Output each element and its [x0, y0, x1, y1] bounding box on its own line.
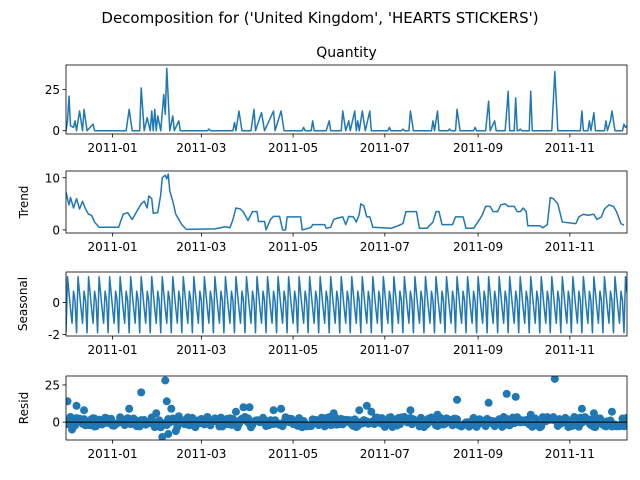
- resid-point: [125, 404, 134, 413]
- y-tick-label: 0: [52, 223, 60, 237]
- resid-point: [239, 403, 248, 412]
- subplot-title: Quantity: [316, 45, 377, 61]
- resid-point: [68, 425, 77, 434]
- axes-frame: [65, 64, 628, 135]
- x-tick-label: 2011-01: [88, 141, 138, 155]
- resid-point: [158, 433, 167, 440]
- x-tick-label: 2011-11: [545, 141, 595, 155]
- resid-point: [164, 430, 173, 439]
- resid-point: [137, 388, 146, 397]
- resid-point: [72, 401, 81, 410]
- x-tick-label: 2011-09: [453, 447, 503, 461]
- resid-point: [245, 403, 254, 412]
- x-tick-label: 2011-01: [88, 343, 138, 357]
- x-tick-label: 2011-11: [545, 343, 595, 357]
- resid-point: [526, 410, 535, 419]
- y-axis-label: Seasonal: [16, 277, 30, 331]
- x-tick-label: 2011-03: [176, 447, 226, 461]
- x-tick-label: 2011-09: [453, 141, 503, 155]
- x-tick-label: 2011-01: [88, 447, 138, 461]
- y-axis-label: Resid: [17, 392, 31, 424]
- subplot-3: Seasonal -2 0 2011-01 2011-03 2011-05 2011-07 2…: [16, 271, 628, 357]
- resid-point: [362, 401, 371, 410]
- resid-point: [174, 412, 183, 421]
- figure-suptitle: Decomposition for ('United Kingdom', 'HE…: [101, 9, 538, 27]
- resid-point: [607, 407, 616, 416]
- x-tick-label: 2011-11: [545, 447, 595, 461]
- resid-point: [453, 395, 462, 404]
- resid-point: [367, 407, 376, 416]
- resid-point: [307, 422, 316, 431]
- x-tick-label: 2011-05: [268, 343, 318, 357]
- y-tick-label: -2: [48, 328, 60, 342]
- subplot-1: Quantity 0 25 2011-01 2011-03 2011-05 2011-07 2…: [45, 45, 628, 155]
- y-tick-label: 0: [52, 124, 60, 138]
- resid-point: [269, 406, 278, 415]
- resid-point: [406, 406, 415, 415]
- subplot-2: Trend 0 10 2011-01 2011-03 2011-05 2011-07 2011…: [17, 170, 628, 254]
- subplot-4: Resid 0 25 2011-01 2011-03 2011-05 2011-07 2011…: [17, 375, 628, 461]
- resid-point: [623, 413, 627, 422]
- y-tick-label: 0: [52, 296, 60, 310]
- resid-point: [511, 392, 520, 401]
- resid-point: [502, 389, 511, 398]
- x-tick-label: 2011-05: [268, 141, 318, 155]
- resid-point: [80, 406, 89, 415]
- axes-frame: [65, 271, 628, 337]
- resid-point: [469, 413, 478, 422]
- x-tick-label: 2011-07: [360, 240, 410, 254]
- resid-point: [90, 422, 99, 431]
- y-tick-label: 10: [45, 171, 60, 185]
- resid-point: [448, 421, 457, 430]
- axes-frame: [65, 170, 628, 234]
- resid-point: [498, 422, 507, 431]
- y-tick-label: 0: [52, 416, 60, 430]
- resid-point: [329, 409, 338, 418]
- x-tick-label: 2011-03: [176, 240, 226, 254]
- axes-frame: [65, 375, 628, 441]
- resid-point: [167, 404, 176, 413]
- resid-point: [550, 376, 559, 383]
- resid-point: [161, 376, 170, 385]
- resid-point: [66, 397, 72, 406]
- resid-points: [66, 376, 627, 440]
- x-tick-label: 2011-05: [268, 240, 318, 254]
- resid-point: [152, 409, 161, 418]
- x-tick-label: 2011-07: [360, 343, 410, 357]
- resid-point: [433, 410, 442, 419]
- resid-point: [231, 407, 240, 416]
- resid-point: [162, 397, 171, 406]
- resid-point: [171, 427, 180, 436]
- y-axis-label: Trend: [17, 186, 31, 220]
- x-tick-label: 2011-03: [176, 343, 226, 357]
- resid-point: [577, 404, 586, 413]
- x-tick-label: 2011-11: [545, 240, 595, 254]
- resid-point: [589, 409, 598, 418]
- x-tick-label: 2011-09: [453, 240, 503, 254]
- x-tick-label: 2011-07: [360, 141, 410, 155]
- x-tick-label: 2011-09: [453, 343, 503, 357]
- resid-point: [107, 414, 116, 423]
- resid-point: [355, 406, 364, 415]
- x-tick-label: 2011-03: [176, 141, 226, 155]
- x-tick-label: 2011-05: [268, 447, 318, 461]
- x-tick-label: 2011-07: [360, 447, 410, 461]
- seasonal-line: [66, 276, 627, 334]
- subplot-panels: Quantity 0 25 2011-01 2011-03 2011-05 2011-07 2…: [16, 45, 628, 461]
- y-tick-label: 25: [45, 83, 60, 97]
- series-line: [66, 67, 627, 132]
- resid-point: [484, 398, 493, 407]
- x-tick-label: 2011-01: [88, 240, 138, 254]
- series-line: [66, 173, 625, 231]
- y-tick-label: 25: [45, 378, 60, 392]
- resid-point: [277, 404, 286, 413]
